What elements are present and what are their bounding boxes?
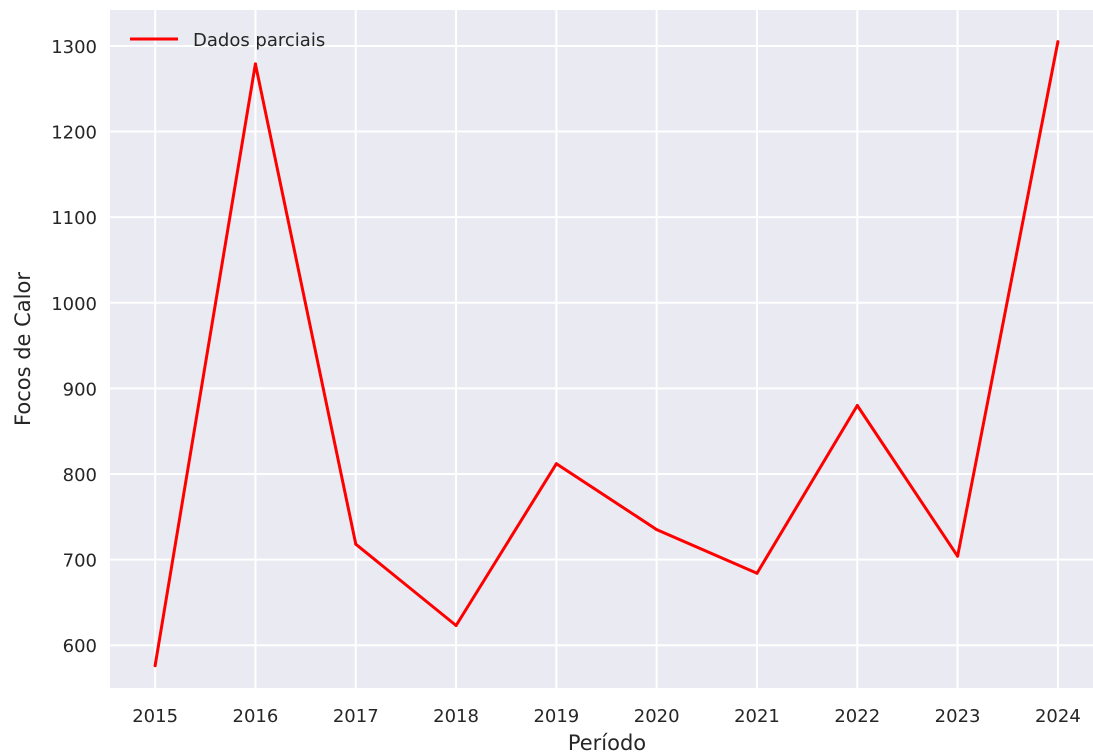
y-tick-label: 800 bbox=[63, 465, 97, 486]
data-point bbox=[454, 624, 458, 628]
y-axis-label: Focos de Calor bbox=[11, 272, 35, 426]
y-tick-label: 1300 bbox=[51, 37, 97, 58]
x-tick-label: 2016 bbox=[233, 706, 279, 727]
x-tick-label: 2024 bbox=[1035, 706, 1081, 727]
data-point bbox=[855, 404, 859, 407]
x-tick-label: 2022 bbox=[834, 706, 880, 727]
data-point bbox=[354, 542, 358, 546]
y-tick-label: 900 bbox=[63, 379, 97, 400]
plot-area bbox=[110, 10, 1093, 688]
data-point bbox=[253, 62, 257, 66]
series-group bbox=[153, 40, 1060, 668]
y-tick-label: 700 bbox=[63, 551, 97, 572]
data-point bbox=[153, 664, 157, 668]
x-axis-label: Período bbox=[568, 731, 646, 754]
data-point bbox=[655, 528, 659, 532]
data-point bbox=[755, 571, 759, 575]
x-tick-label: 2021 bbox=[734, 706, 780, 727]
y-axis-ticks: 600 700 800 900 1000 1100 1200 1300 bbox=[51, 37, 97, 657]
x-axis-ticks: 2015 2016 2017 2018 2019 2020 2021 2022 2023 2024 bbox=[132, 706, 1081, 727]
y-tick-label: 1100 bbox=[51, 208, 97, 229]
x-tick-label: 2023 bbox=[935, 706, 981, 727]
y-tick-label: 1000 bbox=[51, 294, 97, 315]
x-tick-label: 2020 bbox=[634, 706, 680, 727]
x-tick-label: 2019 bbox=[533, 706, 579, 727]
legend-label: Dados parciais bbox=[193, 30, 325, 51]
grid-lines bbox=[110, 10, 1093, 688]
x-tick-label: 2015 bbox=[132, 706, 178, 727]
y-tick-label: 1200 bbox=[51, 123, 97, 144]
data-point bbox=[554, 462, 558, 466]
data-point bbox=[956, 554, 960, 558]
x-tick-label: 2017 bbox=[333, 706, 379, 727]
legend: Dados parciais bbox=[130, 30, 325, 51]
x-tick-label: 2018 bbox=[433, 706, 479, 727]
data-point bbox=[1056, 40, 1060, 44]
series-line bbox=[153, 41, 1060, 666]
y-tick-label: 600 bbox=[63, 636, 97, 657]
